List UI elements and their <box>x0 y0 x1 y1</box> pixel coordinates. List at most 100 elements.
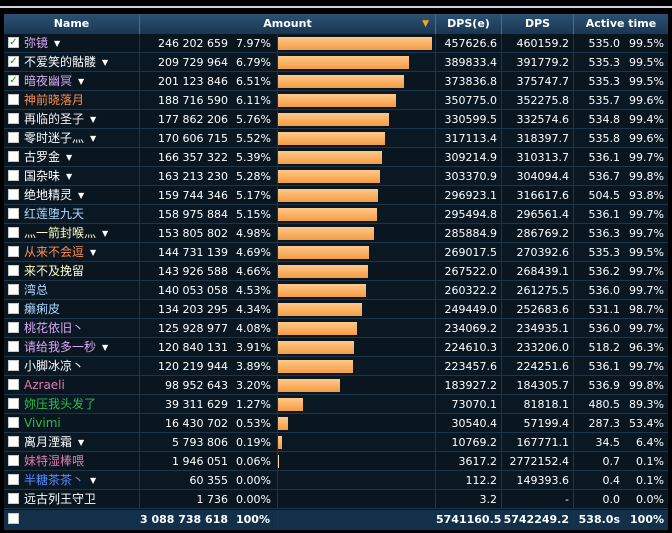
name-cell: 来不及挽留 <box>4 262 140 281</box>
chevron-down-icon[interactable]: ▼ <box>102 58 109 67</box>
chevron-down-icon[interactable]: ▼ <box>90 248 97 257</box>
amount-bar <box>278 94 396 107</box>
dpse-cell: 3.2 <box>436 490 502 509</box>
table-row[interactable]: 灬一箭封喉灬 ▼ 153 805 802 4.98% 285884.9 286769.2 5… <box>4 224 668 243</box>
table-row[interactable]: 妹特湿棒喂 1 946 051 0.06% 3617.2 2772152.4 0.7 0.1… <box>4 452 668 471</box>
row-checkbox[interactable] <box>8 455 19 466</box>
window-top-border <box>0 6 672 8</box>
row-checkbox[interactable] <box>8 94 19 105</box>
table-row[interactable]: 国杂味 ▼ 163 213 230 5.28% 303370.9 304094.4 536.… <box>4 167 668 186</box>
name-cell: 灬一箭封喉灬 ▼ <box>4 224 140 243</box>
table-row[interactable]: 癞痢皮 134 203 295 4.34% 249449.0 252683.6 531.1… <box>4 300 668 319</box>
dpse-cell: 457626.6 <box>436 34 502 53</box>
amount-bar-track <box>278 379 340 392</box>
row-checkbox[interactable] <box>8 322 19 333</box>
chevron-down-icon[interactable]: ▼ <box>90 134 97 143</box>
row-checkbox[interactable] <box>8 208 19 219</box>
table-row[interactable]: 再临的圣子 ▼ 177 862 206 5.76% 330599.5 332574.6 53… <box>4 110 668 129</box>
player-name: 妹特湿棒喂 <box>24 452 84 471</box>
row-checkbox[interactable] <box>8 170 19 181</box>
row-checkbox[interactable] <box>8 474 19 485</box>
table-row[interactable]: 绝地精灵 ▼ 159 744 346 5.17% 296923.1 316617.6 504… <box>4 186 668 205</box>
table-row[interactable]: 来不及挽留 143 926 588 4.66% 267522.0 268439.1 536… <box>4 262 668 281</box>
bar-cell <box>276 357 436 376</box>
chevron-down-icon[interactable]: ▼ <box>66 153 73 162</box>
chevron-down-icon[interactable]: ▼ <box>66 172 73 181</box>
dpse-cell: 389833.4 <box>436 53 502 72</box>
dps-cell: 224251.6 <box>502 357 574 376</box>
row-checkbox[interactable]: ✓ <box>8 37 19 48</box>
active-time-pct: 99.6% <box>629 132 664 145</box>
row-checkbox[interactable] <box>8 227 19 238</box>
chevron-down-icon[interactable]: ▼ <box>54 39 61 48</box>
row-checkbox[interactable] <box>8 284 19 295</box>
row-checkbox[interactable] <box>8 151 19 162</box>
player-name-label: 古罗金 <box>24 150 61 164</box>
dps-cell: 167771.1 <box>502 433 574 452</box>
table-row[interactable]: 红莲堕九天 158 975 884 5.15% 295494.8 296561.4 536… <box>4 205 668 224</box>
chevron-down-icon[interactable]: ▼ <box>78 77 85 86</box>
name-cell: 离月湮霜 ▼ <box>4 433 140 452</box>
row-checkbox[interactable] <box>8 360 19 371</box>
header-active-time[interactable]: Active time <box>585 17 657 30</box>
table-row[interactable]: 离月湮霜 ▼ 5 793 806 0.19% 10769.2 167771.1 34.5 6.… <box>4 433 668 452</box>
name-cell: 远古列王守卫 <box>4 490 140 509</box>
table-row[interactable]: ✓ 不爱笑的骷髅 ▼ 209 729 964 6.79% 389833.4 391779.2… <box>4 53 668 72</box>
row-checkbox[interactable] <box>8 189 19 200</box>
table-row[interactable]: 湾总 140 053 058 4.53% 260322.2 261275.5 536.0 9… <box>4 281 668 300</box>
chevron-down-icon[interactable]: ▼ <box>90 476 97 485</box>
row-checkbox[interactable] <box>8 113 19 124</box>
table-row[interactable]: 小脚冰凉丶 120 219 944 3.89% 223457.6 224251.6 536… <box>4 357 668 376</box>
chevron-down-icon[interactable]: ▼ <box>102 343 109 352</box>
row-checkbox[interactable] <box>8 341 19 352</box>
player-name-label: 再临的圣子 <box>24 112 85 126</box>
bar-cell <box>276 395 436 414</box>
table-row[interactable]: 桃花依旧丶 125 928 977 4.08% 234069.2 234935.1 536… <box>4 319 668 338</box>
chevron-down-icon[interactable]: ▼ <box>102 229 109 238</box>
amount-cell: 170 606 715 <box>158 132 228 145</box>
name-cell: 再临的圣子 ▼ <box>4 110 140 129</box>
header-name[interactable]: Name <box>4 14 140 34</box>
row-checkbox[interactable] <box>8 132 19 143</box>
table-row[interactable]: ✓ 弥镜 ▼ 246 202 659 7.97% 457626.6 460159.2 535.… <box>4 34 668 53</box>
header-dpse[interactable]: DPS(e) <box>436 14 502 34</box>
bar-cell <box>276 338 436 357</box>
table-row[interactable]: 神前晓落月 188 716 590 6.11% 350775.0 352275.8 535… <box>4 91 668 110</box>
row-checkbox[interactable] <box>8 265 19 276</box>
row-checkbox[interactable] <box>8 379 19 390</box>
chevron-down-icon[interactable]: ▼ <box>90 115 97 124</box>
row-checkbox[interactable] <box>8 493 19 504</box>
row-checkbox[interactable] <box>8 303 19 314</box>
active-time-pct: 99.8% <box>629 170 664 183</box>
row-checkbox[interactable]: ✓ <box>8 56 19 67</box>
table-row[interactable]: 从来不会逗 ▼ 144 731 139 4.69% 269017.5 270392.6 53… <box>4 243 668 262</box>
totals-checkbox[interactable] <box>8 513 19 524</box>
table-row[interactable]: ✓ 暗夜幽冥 ▼ 201 123 846 6.51% 373836.8 375747.7 53… <box>4 72 668 91</box>
player-name-label: 神前晓落月 <box>24 93 85 107</box>
table-row[interactable]: Azraeli 98 952 643 3.20% 183927.2 184305.7 53… <box>4 376 668 395</box>
table-row[interactable]: Vivimi 16 430 702 0.53% 30540.4 57199.4 287.3… <box>4 414 668 433</box>
amount-bar-track <box>278 265 368 278</box>
table-row[interactable]: 古罗金 ▼ 166 357 322 5.39% 309214.9 310313.7 536.… <box>4 148 668 167</box>
bar-cell <box>276 376 436 395</box>
row-checkbox[interactable] <box>8 398 19 409</box>
bar-cell <box>276 262 436 281</box>
amount-bar-track <box>278 56 409 69</box>
row-checkbox[interactable] <box>8 436 19 447</box>
amount-pct: 0.19% <box>236 433 278 452</box>
amount-bar-track <box>278 132 385 145</box>
chevron-down-icon[interactable]: ▼ <box>78 191 85 200</box>
table-row[interactable]: 零时迷子灬 ▼ 170 606 715 5.52% 317113.4 318397.7 53… <box>4 129 668 148</box>
header-amount[interactable]: Amount ▼ <box>140 14 436 34</box>
chevron-down-icon[interactable]: ▼ <box>78 438 85 447</box>
row-checkbox[interactable] <box>8 417 19 428</box>
table-row[interactable]: 远古列王守卫 1 736 0.00% 3.2- 0.0 0.0% <box>4 490 668 509</box>
table-row[interactable]: 半糖茶茶丶 ▼ 60 355 0.00% 112.2 149393.6 0.4 0.1% <box>4 471 668 490</box>
name-cell: 古罗金 ▼ <box>4 148 140 167</box>
row-checkbox[interactable] <box>8 246 19 257</box>
dps-cell: 318397.7 <box>502 129 574 148</box>
header-dps[interactable]: DPS <box>502 14 574 34</box>
table-row[interactable]: 请给我多一秒 ▼ 120 840 131 3.91% 224610.3 233206.0 5… <box>4 338 668 357</box>
row-checkbox[interactable]: ✓ <box>8 75 19 86</box>
table-row[interactable]: 妳压我头发了 39 311 629 1.27% 73070.1 81818.1 480.5… <box>4 395 668 414</box>
